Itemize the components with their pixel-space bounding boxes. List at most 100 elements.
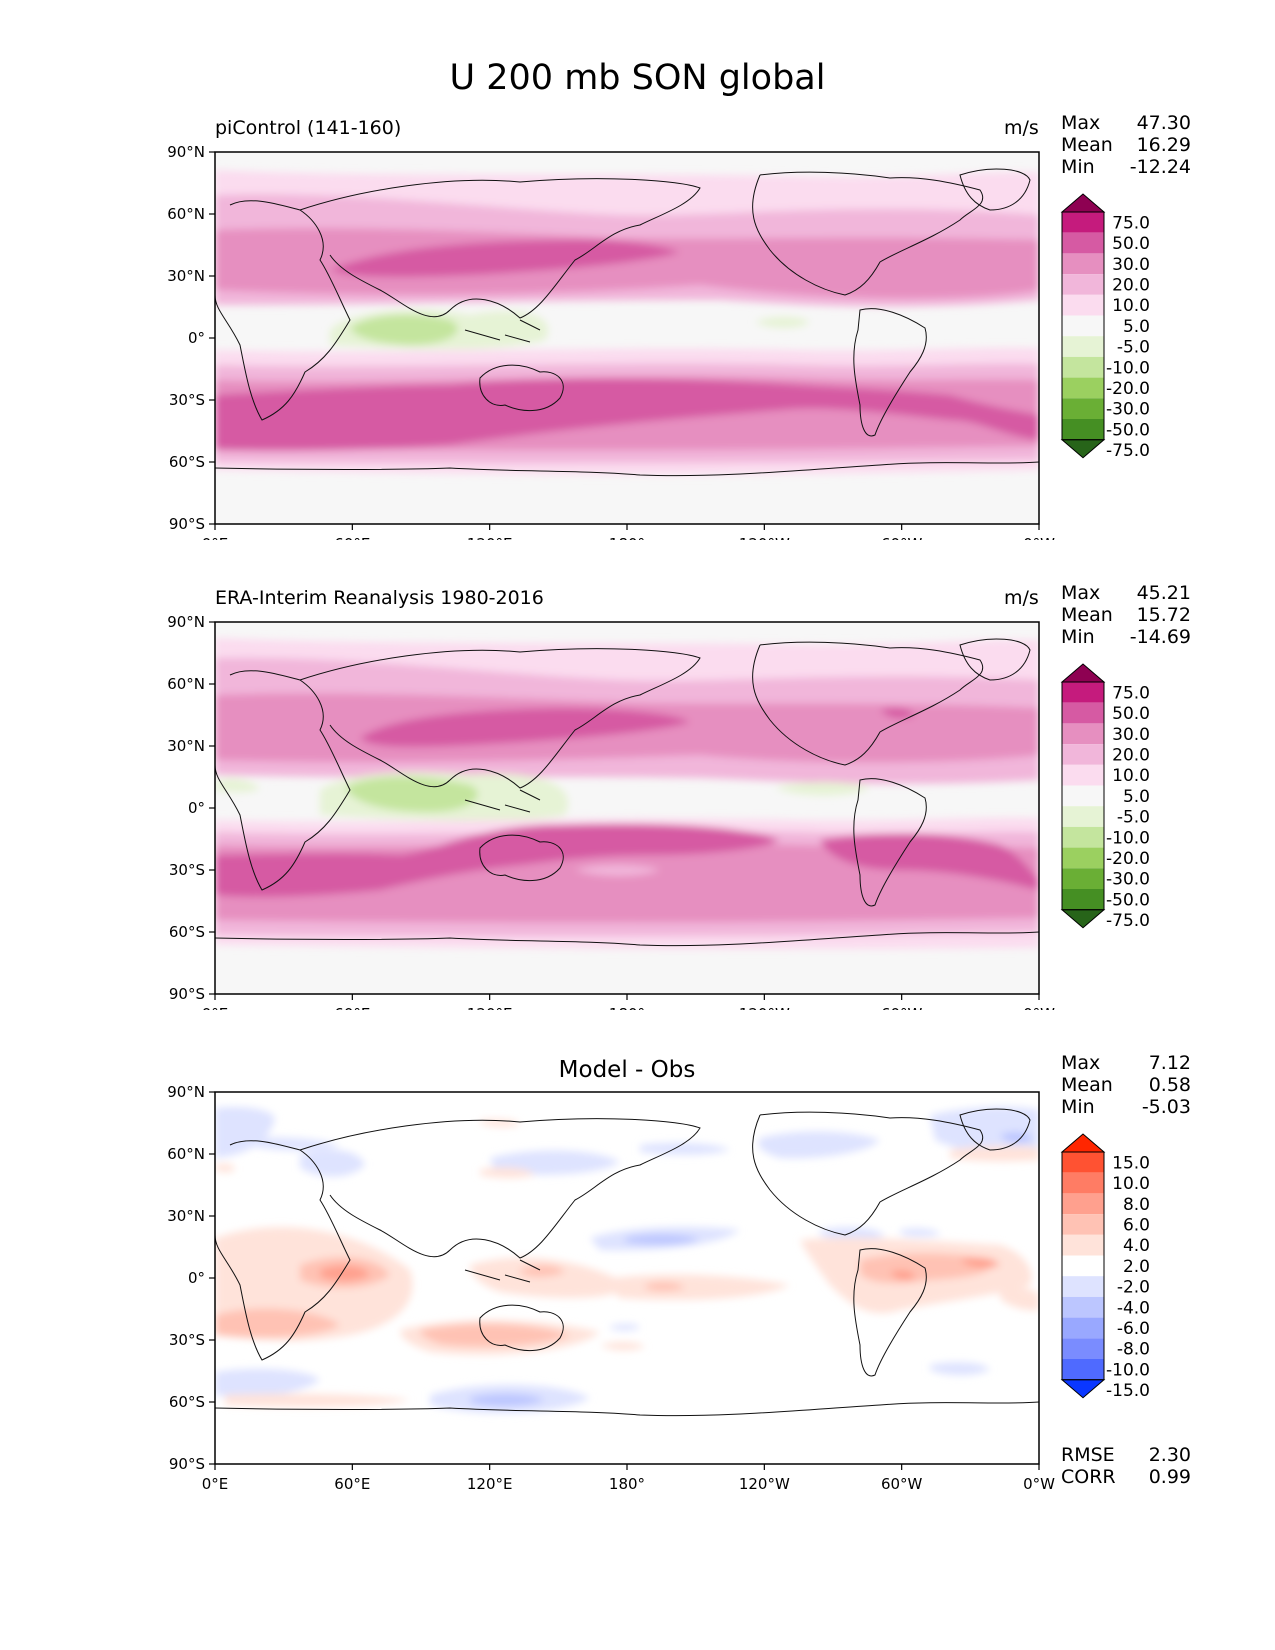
- colorbar-label: 4.0: [1123, 1236, 1150, 1256]
- colorbar-label: 75.0: [1112, 683, 1150, 703]
- colorbar-segment: [1062, 274, 1104, 295]
- colorbar-label: 2.0: [1123, 1257, 1150, 1277]
- lon-tick-label: 180°: [609, 1475, 645, 1493]
- lat-tick-label: 30°S: [169, 861, 205, 879]
- colorbar-label: 20.0: [1112, 745, 1150, 765]
- colorbar-label: 20.0: [1112, 275, 1150, 295]
- stat-max: Max 45.21: [1061, 582, 1191, 604]
- lat-tick-label: 0°: [188, 329, 205, 347]
- colorbar-segment: [1062, 336, 1104, 357]
- panel-model-minus-obs: Model - Obs Max 7.12 Mean 0.58 Min -5.03 RM…: [0, 940, 1275, 1500]
- colorbar-extend-min: [1060, 439, 1106, 459]
- colorbar-segment: [1062, 232, 1104, 254]
- lon-tick-label: 180°: [609, 535, 645, 540]
- colorbar-label: -50.0: [1106, 420, 1150, 440]
- colorbar-label: 10.0: [1112, 766, 1150, 786]
- colorbar-label: 50.0: [1112, 234, 1150, 254]
- lat-tick-label: 90°N: [167, 143, 205, 161]
- colorbar-segment: [1062, 889, 1104, 910]
- colorbar-label: -5.0: [1117, 338, 1150, 358]
- stat-rmse: RMSE 2.30: [1061, 1444, 1191, 1466]
- colorbar-label: -75.0: [1106, 911, 1150, 931]
- panel-title: ERA-Interim Reanalysis 1980-2016: [215, 587, 544, 609]
- colorbar: 75.050.030.020.010.05.0-5.0-10.0-20.0-30…: [1060, 193, 1150, 461]
- lon-tick-label: 60°E: [334, 535, 370, 540]
- stat-min: Min -12.24: [1061, 156, 1191, 178]
- lat-tick-label: 60°S: [169, 923, 205, 941]
- colorbar-segment: [1062, 315, 1104, 337]
- lat-tick-label: 30°S: [169, 391, 205, 409]
- lat-tick-label: 30°N: [167, 737, 205, 755]
- colorbar-frame: [1061, 211, 1105, 441]
- colorbar-segment: [1062, 868, 1104, 889]
- colorbar-segment: [1062, 1172, 1104, 1194]
- colorbar-segment: [1062, 785, 1104, 807]
- units-label: m/s: [1004, 117, 1039, 139]
- lat-tick-label: 0°: [188, 1269, 205, 1287]
- colorbar-label: -50.0: [1106, 890, 1150, 910]
- stat-max: Max 7.12: [1061, 1052, 1191, 1074]
- lat-tick-label: 60°N: [167, 1145, 205, 1163]
- lon-tick-label: 60°E: [334, 1475, 370, 1493]
- units-label: m/s: [1004, 587, 1039, 609]
- colorbar-segment: [1062, 356, 1104, 378]
- figure-title: U 200 mb SON global: [449, 58, 826, 98]
- colorbar-segment: [1062, 294, 1104, 316]
- colorbar-segment: [1062, 682, 1104, 703]
- lon-axis: 0°E 60°E 120°E 180° 120°W 60°W 0°W: [202, 1464, 1055, 1493]
- coastlines: [215, 168, 1039, 477]
- colorbar-label: -4.0: [1117, 1298, 1150, 1318]
- stat-mean: Mean 15.72: [1061, 604, 1191, 626]
- colorbar-extend-max: [1060, 663, 1106, 683]
- colorbar-segment: [1062, 1152, 1104, 1173]
- panel-picontrol: piControl (141-160) m/s Max 47.30 Mean 16.…: [0, 0, 1275, 540]
- colorbar-label: 30.0: [1112, 255, 1150, 275]
- colorbar-segment: [1062, 1255, 1104, 1277]
- colorbar-frame: [1061, 1151, 1105, 1381]
- colorbar-label: -10.0: [1106, 358, 1150, 378]
- panel-title: Model - Obs: [558, 1057, 696, 1083]
- lon-tick-label: 0°E: [202, 1475, 229, 1493]
- colorbar-segment: [1062, 1296, 1104, 1318]
- lon-tick-label: 0°W: [1023, 1475, 1055, 1493]
- lon-tick-label: 180°: [609, 1005, 645, 1010]
- colorbar-segment: [1062, 1193, 1104, 1215]
- lon-tick-label: 120°W: [739, 1005, 790, 1010]
- colorbar-label: -8.0: [1117, 1340, 1150, 1360]
- colorbar-segment: [1062, 1276, 1104, 1297]
- colorbar-label: 10.0: [1112, 296, 1150, 316]
- lon-axis: 0°E 60°E 120°E 180° 120°W 60°W 0°W: [202, 994, 1055, 1010]
- colorbar-segment: [1062, 1214, 1104, 1235]
- stat-max: Max 47.30: [1061, 112, 1191, 134]
- colorbar-segment: [1062, 1234, 1104, 1256]
- colorbar-segment: [1062, 419, 1104, 440]
- lat-tick-label: 90°S: [169, 515, 205, 533]
- lat-axis: 90°N 60°N 30°N 0° 30°S 60°S 90°S: [167, 143, 215, 533]
- lon-tick-label: 0°W: [1023, 535, 1055, 540]
- colorbar-extend-min: [1060, 909, 1106, 929]
- stat-min: Min -14.69: [1061, 626, 1191, 648]
- stat-mean: Mean 0.58: [1061, 1074, 1191, 1096]
- colorbar-segment: [1062, 847, 1104, 869]
- lat-tick-label: 90°N: [167, 1083, 205, 1101]
- colorbar-segment: [1062, 702, 1104, 724]
- lat-tick-label: 30°N: [167, 267, 205, 285]
- colorbar-segment: [1062, 398, 1104, 419]
- colorbar-label: -2.0: [1117, 1278, 1150, 1298]
- lon-tick-label: 60°W: [881, 1475, 923, 1493]
- map-plot: 90°N 60°N 30°N 0° 30°S 60°S 90°S 0°E 60°E 120°E 1…: [167, 613, 1150, 1010]
- lat-tick-label: 90°S: [169, 985, 205, 1003]
- stat-mean: Mean 16.29: [1061, 134, 1191, 156]
- panel-era-interim: ERA-Interim Reanalysis 1980-2016 m/s Max…: [0, 470, 1275, 1010]
- filled-contours: [215, 152, 1039, 524]
- colorbar-segment: [1062, 826, 1104, 848]
- colorbar-segment: [1062, 377, 1104, 399]
- map-plot: 90°N 60°N 30°N 0° 30°S 60°S 90°S 0°E 60°E 120°E 1…: [167, 1083, 1150, 1493]
- colorbar-label: -10.0: [1106, 828, 1150, 848]
- colorbar-label: 50.0: [1112, 704, 1150, 724]
- lon-tick-label: 120°E: [467, 535, 513, 540]
- colorbar-label: -6.0: [1117, 1319, 1150, 1339]
- colorbar-label: 75.0: [1112, 213, 1150, 233]
- lon-tick-label: 120°W: [739, 535, 790, 540]
- colorbar-segment: [1062, 744, 1104, 765]
